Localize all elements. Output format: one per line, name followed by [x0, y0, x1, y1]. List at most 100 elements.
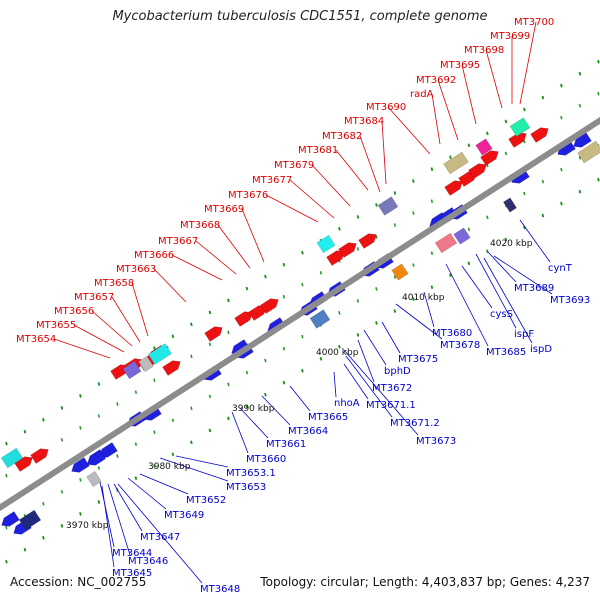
gene-label-reverse: MT3675	[398, 354, 438, 365]
tick-dot	[523, 107, 526, 112]
tick-dot	[430, 199, 434, 203]
tick-dot	[227, 416, 230, 421]
gene-label-reverse: MT3665	[308, 412, 348, 423]
gene-box-grey	[86, 470, 102, 488]
label-connector	[127, 477, 167, 510]
gene-label-forward: MT3656	[54, 306, 94, 317]
label-connector	[357, 339, 375, 383]
tick-dot	[60, 406, 64, 410]
gene-label-reverse: MT3671.1	[366, 400, 416, 411]
gene-box-purple	[453, 227, 471, 245]
tick-dot	[375, 235, 378, 239]
gene-box-magenta	[475, 138, 493, 156]
label-connector	[345, 355, 393, 418]
tick-dot	[338, 345, 341, 349]
tick-dot	[467, 261, 471, 266]
gene-label-forward: MT3699	[490, 31, 530, 42]
gene-label-reverse: MT3678	[440, 340, 480, 351]
tick-dot	[578, 103, 582, 108]
label-connector	[265, 194, 319, 223]
gene-label-reverse: MT3645	[112, 568, 152, 579]
tick-dot	[301, 334, 304, 339]
tick-dot	[560, 115, 563, 120]
gene-label-forward: MT3679	[274, 160, 314, 171]
gene-label-forward: MT3690	[366, 102, 406, 113]
tick-dot	[227, 382, 230, 387]
tick-dot	[60, 438, 64, 442]
tick-dot	[264, 358, 267, 363]
tick-dot	[264, 392, 267, 397]
tick-dot	[541, 95, 545, 100]
label-connector	[381, 120, 387, 185]
tick-dot	[375, 321, 378, 325]
gene-label-reverse: MT3644	[112, 548, 152, 559]
gene-label-forward: MT3663	[116, 264, 156, 275]
label-connector	[91, 310, 133, 347]
label-connector	[363, 329, 387, 366]
tick-dot	[208, 394, 212, 399]
forward-gene-arrow	[30, 448, 49, 464]
tick-dot	[412, 179, 415, 183]
gene-label-reverse: MT3672	[372, 383, 412, 394]
scale-tick-label: 4020 kbp	[490, 239, 533, 249]
label-connector	[241, 208, 265, 263]
label-connector	[431, 93, 441, 145]
gene-box-navy	[18, 509, 42, 531]
label-connector	[159, 457, 229, 482]
label-connector	[113, 483, 143, 532]
label-connector	[343, 349, 419, 436]
tick-dot	[79, 394, 82, 398]
genome-summary: Topology: circular; Length: 4,403,837 bp…	[260, 575, 590, 589]
tick-dot	[430, 167, 434, 171]
tick-dot	[504, 119, 508, 124]
tick-dot	[597, 59, 600, 64]
gene-label-forward: MT3668	[180, 220, 220, 231]
gene-box-cyan	[0, 447, 24, 469]
tick-dot	[190, 440, 193, 445]
gene-box-cyan	[147, 343, 173, 365]
tick-dot	[597, 91, 600, 96]
tick-dot	[5, 441, 8, 446]
tick-dot	[412, 211, 415, 215]
tick-dot	[245, 370, 249, 375]
tick-dot	[301, 282, 304, 287]
tick-dot	[282, 294, 286, 299]
label-connector	[519, 21, 537, 105]
tick-dot	[393, 309, 397, 313]
tick-dot	[356, 333, 360, 337]
label-connector	[423, 291, 435, 328]
tick-dot	[393, 223, 397, 227]
gene-label-forward: MT3692	[416, 75, 456, 86]
forward-gene-arrow	[234, 311, 253, 327]
gene-label-forward: MT3667	[158, 236, 198, 247]
tick-dot	[171, 452, 175, 457]
label-connector	[333, 371, 337, 398]
tick-dot	[134, 390, 138, 394]
tick-dot	[338, 311, 341, 315]
gene-label-reverse: MT3680	[432, 328, 472, 339]
tick-dot	[60, 490, 64, 494]
forward-gene-arrow	[530, 127, 549, 143]
tick-dot	[227, 298, 230, 303]
scale-tick-label: 4000 kbp	[316, 348, 359, 358]
gene-label-reverse: MT3653	[226, 482, 266, 493]
tick-dot	[301, 250, 304, 255]
label-connector	[395, 303, 443, 340]
genes	[0, 117, 600, 535]
forward-gene-arrow	[162, 360, 181, 376]
label-connector	[359, 135, 381, 193]
label-connector	[111, 296, 141, 343]
tick-dot	[190, 406, 193, 411]
tick-dot	[467, 143, 471, 148]
gene-box-cyan	[316, 234, 336, 254]
tick-dot	[208, 310, 212, 315]
label-connector	[381, 321, 401, 354]
tick-dot	[245, 286, 249, 291]
tick-dot	[153, 346, 156, 351]
tick-dot	[560, 83, 563, 88]
forward-gene-arrow	[260, 298, 279, 314]
gene-label-reverse: MT3685	[486, 347, 526, 358]
gene-label-reverse: MT3664	[288, 426, 328, 437]
tick-dot	[412, 263, 415, 267]
tick-dot	[319, 270, 323, 275]
